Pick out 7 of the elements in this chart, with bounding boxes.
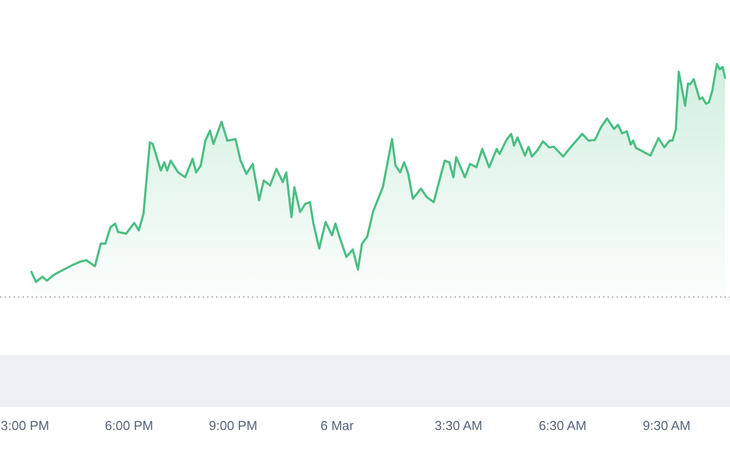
- x-tick-label: 6 Mar: [320, 418, 354, 433]
- x-tick-label: 6:00 PM: [104, 418, 154, 433]
- x-tick-label: 3:00 PM: [0, 418, 50, 433]
- x-tick-label: 3:30 AM: [434, 418, 482, 433]
- x-tick-label: 6:30 AM: [538, 418, 586, 433]
- x-tick-label: 9:00 PM: [208, 418, 258, 433]
- x-tick-label: 9:30 AM: [642, 418, 690, 433]
